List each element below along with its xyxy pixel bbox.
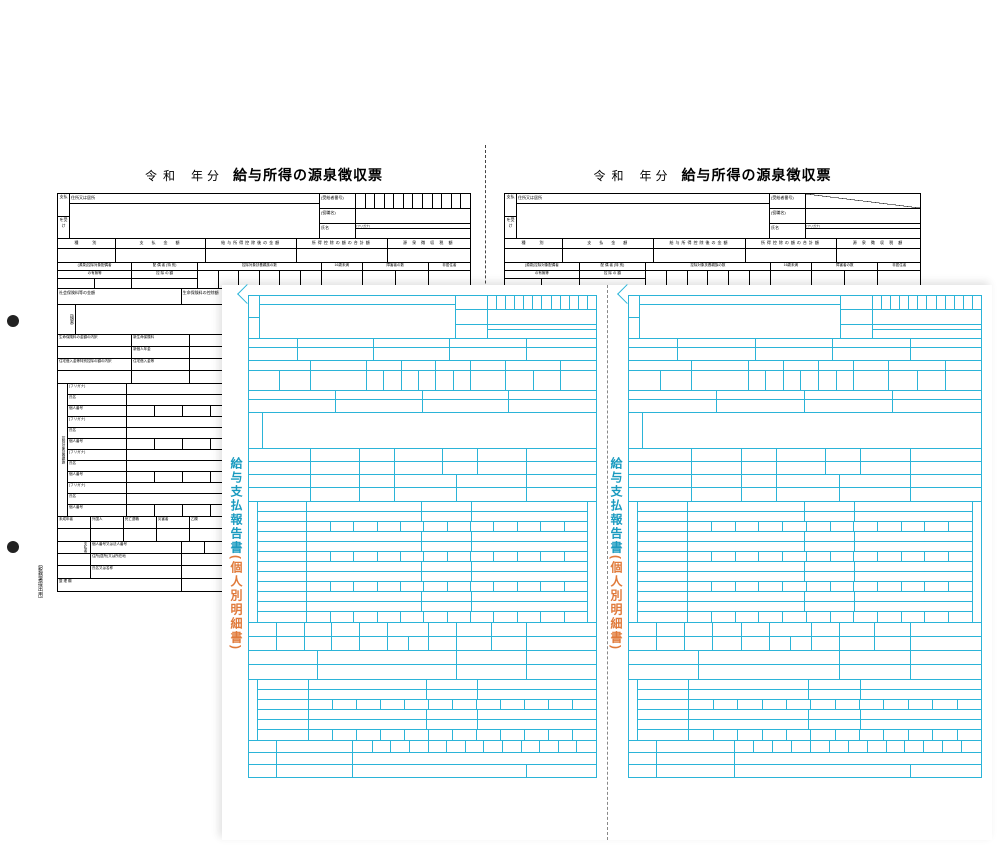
amt-h2: 支 払 金 額 <box>116 239 206 249</box>
front-right: 給与支払報告書(個人別明細書) <box>607 285 992 840</box>
amt-h4: 所得控除の額の合計額 <box>297 239 387 249</box>
back-title-row: 令和 年分 給与所得の源泉徴収票 <box>57 165 471 185</box>
dep-h1: (源泉)控除対象配偶者 <box>58 263 131 271</box>
recip-side-1: 支払 <box>58 194 69 217</box>
f-insurance <box>248 391 597 413</box>
front-sheet: 給与支払報告書(個人別明細書) <box>222 285 992 840</box>
ins-1: 社会保険料等の金額 <box>58 289 182 304</box>
dd-side-label: 控除対象扶養親族 <box>58 384 68 516</box>
dep-h4: 16歳未満 <box>322 263 362 271</box>
amount-row: 種 別 支 払 金 額 給与所得控除後の金額 所得控除の額の合計額 源 泉 徴 … <box>57 239 471 263</box>
amt-h3: 給与所得控除後の金額 <box>206 239 296 249</box>
num-label: (受給者番号) <box>320 194 356 208</box>
f-dependents <box>248 361 597 391</box>
front-vert-title: 給与支払報告書(個人別明細書) <box>228 457 245 651</box>
year-suffix: 年分 <box>191 167 223 184</box>
f-amounts <box>248 339 597 361</box>
amt-h5: 源 泉 徴 収 税 額 <box>388 239 470 249</box>
dep-h6: 非居住者 <box>429 263 470 271</box>
era-label: 令和 <box>145 167 181 184</box>
f-mid-grid <box>248 623 597 680</box>
dep-h3: 控除対象扶養親族の数 <box>198 263 321 271</box>
tax-office-label: (税務署提出用) <box>37 565 44 598</box>
f-recipient <box>248 295 597 339</box>
recipient-block: 支払 を受け 住所又は居所 (受給者番号) (役職名) 氏名 (フリガナ <box>57 193 471 239</box>
name-label: 氏名 <box>320 224 356 238</box>
dep-h2: 配 偶 者 (特 別) <box>132 263 197 271</box>
f-dependents-detail <box>248 502 597 623</box>
summary-label: (摘要) <box>58 305 76 334</box>
recip-side-2: を受け <box>58 217 69 239</box>
front-left: 給与支払報告書(個人別明細書) <box>222 285 607 840</box>
f-lower-grid <box>248 449 597 502</box>
addr-label: 住所又は居所 <box>70 194 319 204</box>
f-payer <box>248 741 597 778</box>
f-summary <box>248 413 597 449</box>
form-title: 給与所得の源泉徴収票 <box>233 165 383 185</box>
f-extra-detail <box>248 680 597 741</box>
dep-h5: 障害者の数 <box>363 263 428 271</box>
amt-h1: 種 別 <box>58 239 115 249</box>
pos-label: (役職名) <box>320 209 356 223</box>
